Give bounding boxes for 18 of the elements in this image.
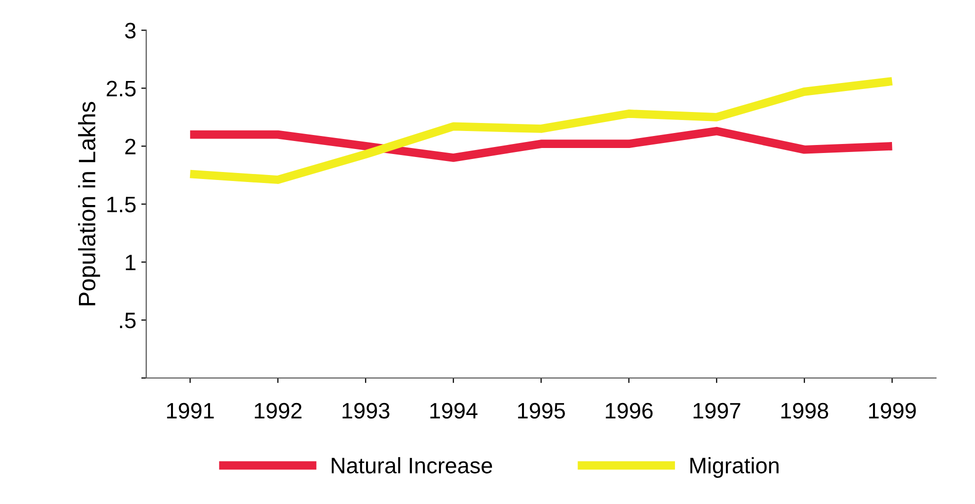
x-tick-label: 1995 [518,402,565,419]
legend-label: Natural Increase [332,457,492,474]
y-tick-label: 1.5 [107,196,136,212]
x-tick-label: 1992 [254,402,302,419]
legend-label: Migration [690,457,779,478]
y-tick-label: 1 [126,254,136,270]
y-tick-label: 2.5 [106,80,136,96]
x-tick-label: 1999 [869,402,916,419]
x-tick-label: 1991 [167,402,214,419]
y-axis-title: Population in Lakhs [78,102,100,306]
x-tick-label: 1996 [606,402,653,419]
y-tick-label: 3 [125,22,136,39]
x-tick-label: 1993 [342,402,390,419]
y-tick-label: .5 [120,312,136,328]
x-tick-label: 1997 [694,402,740,419]
y-tick-label: 2 [125,138,136,154]
x-tick-label: 1994 [430,402,478,419]
x-tick-label: 1998 [781,402,828,419]
